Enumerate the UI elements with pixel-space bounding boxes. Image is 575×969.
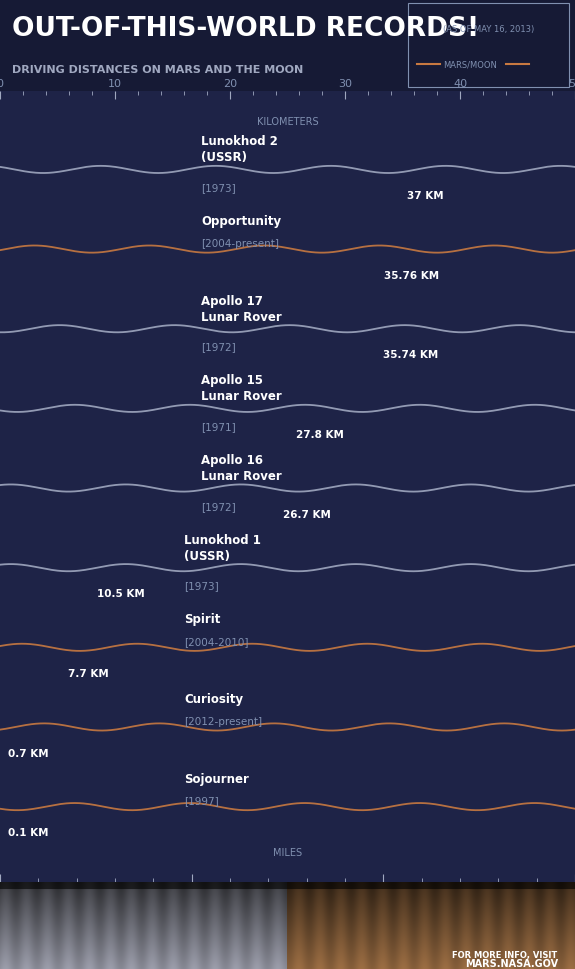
Text: 35.76 KM: 35.76 KM [384, 270, 439, 280]
Text: Apollo 17
Lunar Rover: Apollo 17 Lunar Rover [201, 295, 282, 324]
Text: Opportunity: Opportunity [201, 215, 281, 228]
Text: Sojourner: Sojourner [184, 771, 249, 785]
Text: 0.7 KM: 0.7 KM [9, 748, 49, 758]
Text: Apollo 16
Lunar Rover: Apollo 16 Lunar Rover [201, 453, 282, 483]
Text: 26.7 KM: 26.7 KM [283, 509, 331, 519]
Text: (AS OF MAY 16, 2013): (AS OF MAY 16, 2013) [443, 24, 534, 34]
Text: 27.8 KM: 27.8 KM [296, 429, 344, 440]
Text: 35.74 KM: 35.74 KM [384, 350, 439, 360]
Text: 0.1 KM: 0.1 KM [9, 828, 49, 837]
Text: DRIVING DISTANCES ON MARS AND THE MOON: DRIVING DISTANCES ON MARS AND THE MOON [12, 65, 303, 76]
Text: [2004-2010]: [2004-2010] [184, 637, 248, 646]
Text: [1972]: [1972] [201, 342, 236, 352]
Text: 7.7 KM: 7.7 KM [68, 669, 109, 678]
Text: MARS/MOON: MARS/MOON [443, 60, 497, 69]
Text: 10.5 KM: 10.5 KM [97, 589, 145, 599]
Text: [1971]: [1971] [201, 422, 236, 431]
Text: Lunokhod 1
(USSR): Lunokhod 1 (USSR) [184, 533, 261, 562]
Text: 37 KM: 37 KM [407, 191, 444, 201]
Text: [1973]: [1973] [201, 183, 236, 193]
Text: Spirit: Spirit [184, 612, 220, 626]
Text: Curiosity: Curiosity [184, 692, 243, 705]
Text: [2012-present]: [2012-present] [184, 716, 262, 726]
Text: [1997]: [1997] [184, 796, 218, 805]
Text: OUT-OF-THIS-WORLD RECORDS!: OUT-OF-THIS-WORLD RECORDS! [12, 16, 478, 42]
Bar [408, 4, 569, 88]
Text: MILES: MILES [273, 847, 302, 857]
Text: FOR MORE INFO, VISIT: FOR MORE INFO, VISIT [453, 950, 558, 958]
Bar [0, 0, 575, 92]
Text: Apollo 15
Lunar Rover: Apollo 15 Lunar Rover [201, 374, 282, 403]
Text: [1973]: [1973] [184, 580, 218, 591]
Text: MARS.NASA.GOV: MARS.NASA.GOV [465, 958, 558, 968]
Text: Lunokhod 2
(USSR): Lunokhod 2 (USSR) [201, 136, 278, 164]
Text: [1972]: [1972] [201, 501, 236, 512]
Text: KILOMETERS: KILOMETERS [256, 117, 319, 127]
Text: [2004-present]: [2004-present] [201, 238, 279, 249]
